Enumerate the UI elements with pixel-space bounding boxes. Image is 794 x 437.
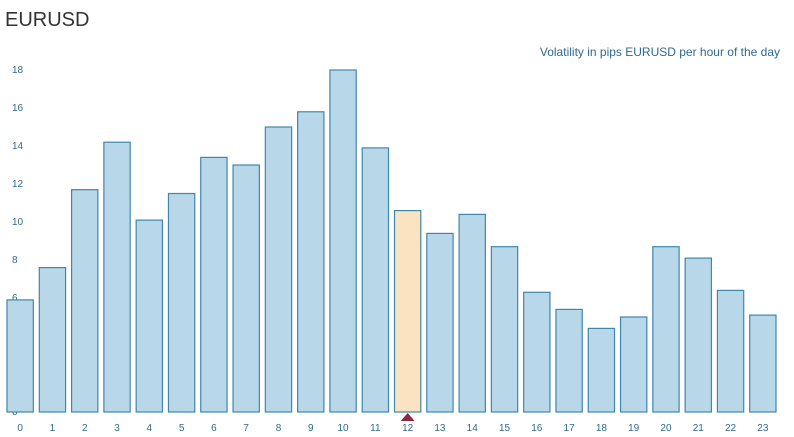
bar[interactable]	[426, 232, 454, 413]
bar[interactable]	[135, 219, 164, 413]
bar[interactable]	[38, 267, 67, 413]
x-tick-label: 19	[628, 423, 640, 434]
x-tick-label: 0	[17, 423, 23, 434]
y-tick-label: 14	[12, 141, 24, 152]
bar[interactable]	[329, 69, 357, 413]
bar-highlighted[interactable]	[393, 210, 422, 413]
bar[interactable]	[587, 327, 616, 413]
x-tick-label: 3	[114, 423, 120, 434]
y-tick-label: 16	[12, 103, 24, 114]
y-tick-label: 10	[12, 217, 24, 228]
bar[interactable]	[716, 289, 745, 413]
x-tick-label: 6	[211, 423, 217, 434]
bar[interactable]	[232, 164, 260, 413]
bar[interactable]	[70, 189, 99, 413]
chart-subtitle: Volatility in pips EURUSD per hour of th…	[539, 45, 780, 59]
x-tick-label: 9	[308, 423, 314, 434]
bar[interactable]	[297, 111, 325, 413]
bar[interactable]	[749, 314, 777, 413]
y-tick-label: 6	[12, 293, 18, 304]
bar[interactable]	[103, 141, 131, 413]
bar[interactable]	[490, 246, 519, 413]
x-tick-label: 21	[693, 423, 705, 434]
current-hour-marker-icon	[400, 413, 415, 421]
x-tick-label: 15	[499, 423, 511, 434]
x-tick-label: 12	[402, 423, 414, 434]
x-tick-label: 2	[82, 423, 88, 434]
bar[interactable]	[619, 316, 648, 413]
bar[interactable]	[523, 291, 551, 413]
x-tick-label: 7	[243, 423, 249, 434]
y-tick-label: 8	[12, 255, 18, 266]
x-tick-label: 20	[660, 423, 672, 434]
chart-title: EURUSD	[5, 9, 90, 31]
bar[interactable]	[264, 126, 293, 413]
x-tick-label: 14	[467, 423, 479, 434]
x-tick-label: 16	[531, 423, 543, 434]
x-tick-label: 5	[179, 423, 185, 434]
x-tick-label: 11	[370, 423, 381, 434]
x-tick-label: 23	[757, 423, 769, 434]
x-tick-label: 8	[276, 423, 282, 434]
bar[interactable]	[458, 213, 486, 413]
bar[interactable]	[6, 299, 34, 413]
bar[interactable]	[361, 147, 390, 413]
bar[interactable]	[555, 308, 583, 413]
x-tick-label: 13	[434, 423, 446, 434]
bar[interactable]	[167, 192, 196, 413]
x-tick-label: 17	[564, 423, 576, 434]
bar[interactable]	[652, 246, 680, 413]
y-tick-label: 12	[12, 179, 24, 190]
x-tick-label: 10	[338, 423, 350, 434]
x-tick-label: 18	[596, 423, 608, 434]
x-tick-label: 22	[725, 423, 737, 434]
bar[interactable]	[200, 156, 228, 413]
x-tick-label: 4	[147, 423, 153, 434]
y-tick-label: 18	[12, 65, 24, 76]
x-tick-label: 1	[50, 423, 56, 434]
bar[interactable]	[684, 257, 713, 413]
